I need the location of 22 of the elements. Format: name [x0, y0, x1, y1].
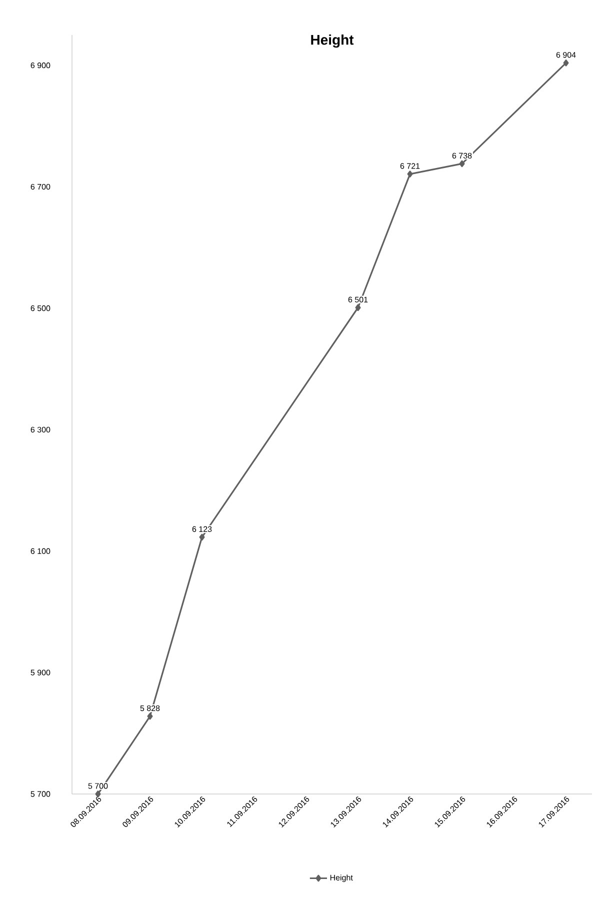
y-tick-label: 6 500	[30, 305, 50, 312]
y-tick-label: 6 700	[30, 184, 50, 190]
point	[563, 60, 569, 66]
data-label: 6 501	[348, 296, 368, 302]
y-tick-label: 5 700	[30, 791, 50, 797]
data-label: 6 123	[192, 526, 212, 532]
data-label: 6 738	[452, 152, 472, 159]
data-label: 6 904	[556, 52, 576, 58]
chart-title: Height	[311, 34, 354, 48]
data-label: 5 700	[88, 783, 108, 789]
point	[459, 160, 465, 168]
legend-label: Height	[330, 874, 353, 882]
y-tick-label: 6 300	[30, 426, 50, 433]
data-label: 5 828	[140, 705, 160, 712]
point	[407, 170, 413, 178]
point	[355, 304, 361, 312]
data-label: 6 721	[400, 163, 420, 169]
y-tick-label: 5 900	[30, 670, 50, 676]
y-tick-label: 6 100	[30, 548, 50, 554]
point	[199, 534, 205, 541]
y-tick-label: 6 900	[30, 62, 50, 68]
point	[147, 712, 153, 720]
